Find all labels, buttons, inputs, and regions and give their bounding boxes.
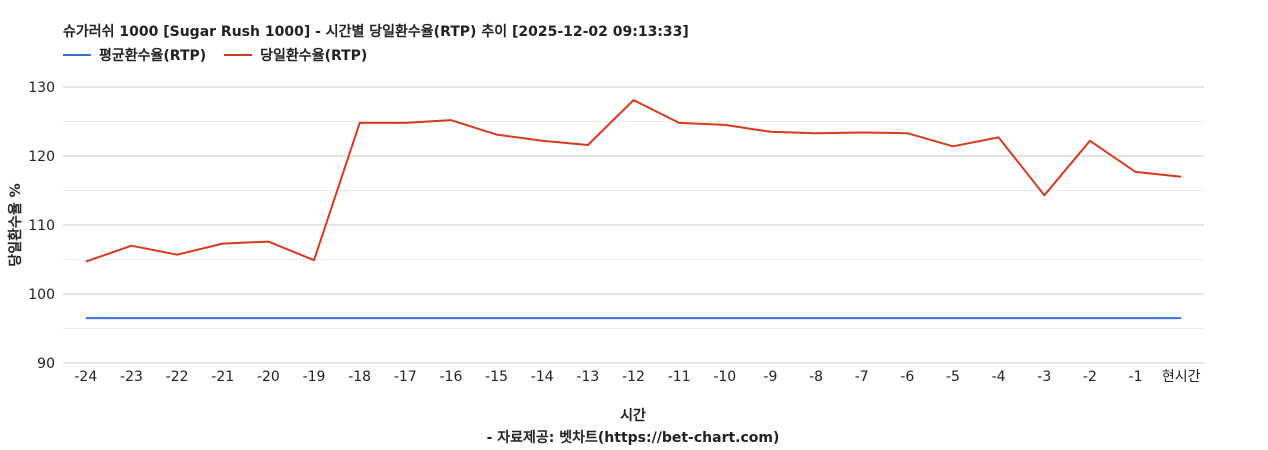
- x-tick-label: -4: [992, 369, 1006, 385]
- x-tick-label: -1: [1129, 369, 1143, 385]
- x-tick-label: -15: [485, 369, 508, 385]
- legend-swatch-average: [63, 54, 91, 56]
- legend-item-daily[interactable]: 당일환수율(RTP): [224, 45, 367, 65]
- x-tick-label: -21: [211, 369, 234, 385]
- x-tick-label: -11: [668, 369, 691, 385]
- y-tick-label: 90: [37, 356, 55, 372]
- x-tick-label: -23: [120, 369, 143, 385]
- y-tick-labels: 90 100 110 120 130: [28, 80, 55, 372]
- x-axis-title: 시간: [620, 407, 646, 424]
- legend-label-daily: 당일환수율(RTP): [260, 48, 368, 64]
- y-tick-label: 100: [28, 287, 55, 303]
- x-tick-label: -19: [303, 369, 326, 385]
- legend-swatch-daily: [224, 54, 253, 56]
- y-axis-title: 당일환수율 %: [7, 183, 24, 266]
- x-tick-label: -9: [763, 369, 777, 385]
- series-line-daily[interactable]: [85, 99, 1182, 263]
- x-tick-label: -5: [946, 369, 960, 385]
- chart-legend: 평균환수율(RTP) 당일환수율(RTP): [63, 45, 385, 65]
- gridlines: [63, 86, 1204, 364]
- x-tick-label: -12: [622, 369, 645, 385]
- x-tick-label: -14: [531, 369, 554, 385]
- x-tick-label: -10: [713, 369, 736, 385]
- x-tick-label: -24: [74, 369, 97, 385]
- x-tick-label: -18: [348, 369, 371, 385]
- x-tick-label: -3: [1037, 369, 1051, 385]
- y-tick-label: 110: [28, 218, 55, 234]
- x-tick-label: -6: [900, 369, 914, 385]
- x-tick-label: -7: [855, 369, 869, 385]
- source-note: - 자료제공: 벳차트(https://bet-chart.com): [487, 429, 780, 446]
- y-tick-label: 120: [28, 149, 55, 165]
- x-tick-label: 현시간: [1162, 369, 1201, 385]
- x-tick-label: -22: [166, 369, 189, 385]
- x-tick-label: -16: [440, 369, 463, 385]
- x-tick-label: -20: [257, 369, 280, 385]
- chart-title: 슈가러쉬 1000 [Sugar Rush 1000] - 시간별 당일환수율(…: [63, 24, 689, 40]
- legend-label-average: 평균환수율(RTP): [99, 48, 207, 64]
- x-tick-label: -8: [809, 369, 823, 385]
- legend-item-average[interactable]: 평균환수율(RTP): [63, 45, 206, 65]
- series-lines: [85, 99, 1182, 320]
- x-tick-label: -2: [1083, 369, 1097, 385]
- y-tick-label: 130: [28, 80, 55, 96]
- x-tick-labels: -24 -23 -22 -21 -20 -19 -18 -17 -16 -15 -14 -13 -12 -…: [74, 369, 1200, 385]
- x-tick-label: -13: [576, 369, 599, 385]
- x-tick-label: -17: [394, 369, 417, 385]
